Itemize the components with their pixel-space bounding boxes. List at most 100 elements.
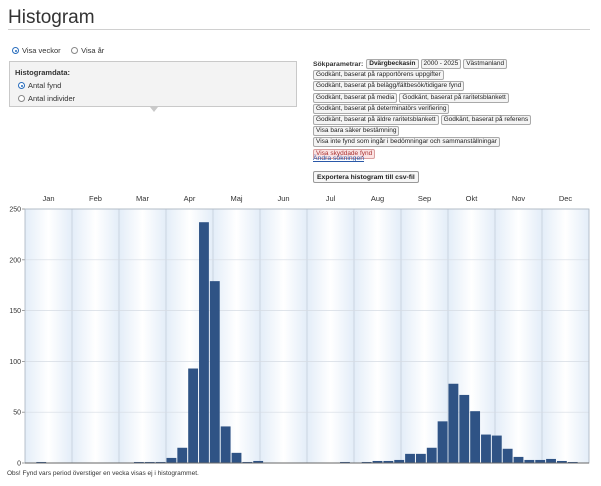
histogram-bar-week-33[interactable]: [372, 460, 383, 463]
month-label: Nov: [512, 194, 526, 203]
histogram-bar-week-48[interactable]: [535, 459, 546, 463]
radio-selected-icon[interactable]: [12, 47, 19, 54]
month-label: Jun: [277, 194, 289, 203]
histogram-bar-week-39[interactable]: [437, 421, 448, 463]
param-row: Visa bara säker bestämning: [313, 126, 593, 137]
param-tag[interactable]: Godkänt, baserat på media: [313, 92, 398, 103]
month-label: Maj: [230, 194, 242, 203]
histogram-bar-week-2[interactable]: [36, 461, 47, 463]
histogram-bar-week-13[interactable]: [155, 461, 166, 463]
radio-show-years[interactable]: Visa år: [71, 46, 104, 55]
month-label: Mar: [136, 194, 149, 203]
y-tick-label: 150: [9, 308, 21, 315]
param-row: Godkänt, baserat på äldre raritetsblanke…: [313, 114, 593, 125]
y-tick-label: 200: [9, 257, 21, 264]
radio-count-records-label: Antal fynd: [28, 81, 62, 90]
histogram-bar-week-34[interactable]: [383, 460, 394, 463]
param-tag[interactable]: Godkänt, baserat på raritetsblankett: [399, 92, 509, 103]
y-tick-label: 250: [9, 207, 21, 214]
param-row: Sökparametrar: Dvärgbeckasin 2000 - 2025…: [313, 59, 593, 69]
histogram-bar-week-51[interactable]: [567, 461, 578, 463]
histogram-chart: Jan Feb Mar Apr Maj Jun Jul Aug Sep Okt Nov Dec 0 50…: [9, 194, 590, 468]
month-band: [401, 209, 448, 463]
month-label: Apr: [184, 194, 196, 203]
histogram-bar-week-22[interactable]: [253, 460, 264, 463]
histogram-bar-week-18[interactable]: [209, 281, 220, 463]
month-band: [495, 209, 542, 463]
param-row: Godkänt, baserat på media Godkänt, baser…: [313, 92, 593, 103]
radio-show-weeks[interactable]: Visa veckor: [12, 46, 61, 55]
histogram-bar-week-19[interactable]: [220, 426, 231, 463]
histogram-bar-week-36[interactable]: [405, 453, 415, 463]
month-label: Jan: [42, 194, 54, 203]
change-search-link[interactable]: Ändra sökningen: [313, 155, 365, 162]
export-csv-button[interactable]: Exportera histogram till csv-fil: [313, 171, 419, 183]
histogram-bar-week-41[interactable]: [459, 394, 470, 463]
title-divider: [8, 29, 590, 30]
param-tag[interactable]: Godkänt, baserat på referens: [440, 114, 532, 125]
month-label: Dec: [559, 194, 573, 203]
footnote: Obs! Fynd vars period överstiger en veck…: [7, 470, 199, 477]
histogram-bar-week-50[interactable]: [556, 460, 567, 463]
y-tick-label: 0: [17, 461, 21, 468]
param-tag[interactable]: Godkänt, baserat på belägg/fältbesök/tid…: [313, 81, 465, 92]
histogram-bar-week-38[interactable]: [426, 447, 437, 463]
param-row: Godkänt, baserat på belägg/fältbesök/tid…: [313, 81, 593, 92]
param-row: Visa inte fynd som ingår i bedömningar o…: [313, 137, 593, 148]
param-tag-protected[interactable]: Visa skyddade fynd: [313, 148, 376, 159]
param-row: Godkänt, baserat på determinatörs verifi…: [313, 103, 593, 114]
radio-count-records[interactable]: Antal fynd: [18, 81, 61, 90]
panel-pointer-icon: [150, 107, 158, 112]
histogram-bar-week-35[interactable]: [394, 459, 405, 463]
page-title: Histogram: [8, 7, 95, 28]
radio-count-individuals[interactable]: Antal individer: [18, 94, 75, 103]
y-tick-label: 50: [13, 410, 21, 417]
histogram-bar-week-17[interactable]: [199, 222, 209, 463]
param-tag[interactable]: Godkänt, baserat på äldre raritetsblanke…: [313, 114, 439, 125]
histogram-data-panel: Histogramdata: Antal fynd Antal individe…: [9, 61, 297, 107]
month-band: [307, 209, 354, 463]
param-row: Godkänt, baserat på rapportörens uppgift…: [313, 70, 593, 81]
histogram-bar-week-45[interactable]: [502, 448, 513, 463]
month-label: Aug: [371, 194, 384, 203]
param-tag-region[interactable]: Västmanland: [463, 59, 508, 69]
param-row: Visa skyddade fynd: [313, 148, 593, 159]
histogram-bar-week-40[interactable]: [448, 383, 459, 463]
month-band: [542, 209, 589, 463]
histogram-bar-week-21[interactable]: [242, 461, 253, 463]
month-label: Feb: [89, 194, 102, 203]
month-label: Jul: [326, 194, 336, 203]
radio-selected-icon[interactable]: [18, 82, 25, 89]
param-tag[interactable]: Visa bara säker bestämning: [313, 126, 400, 137]
histogram-bar-week-11[interactable]: [133, 461, 144, 463]
param-tag[interactable]: Visa inte fynd som ingår i bedömningar o…: [313, 137, 500, 148]
histogram-bar-week-49[interactable]: [546, 458, 556, 463]
param-tag[interactable]: Godkänt, baserat på rapportörens uppgift…: [313, 70, 444, 81]
histogram-bar-week-43[interactable]: [481, 434, 491, 463]
histogram-bar-week-44[interactable]: [491, 435, 502, 463]
param-tag-years[interactable]: 2000 - 2025: [420, 59, 462, 69]
histogram-bar-week-14[interactable]: [166, 457, 177, 463]
histogram-bar-week-16[interactable]: [188, 368, 199, 463]
histogram-bar-week-20[interactable]: [231, 452, 242, 463]
histogram-bar-week-30[interactable]: [340, 461, 350, 463]
histogram-bar-week-32[interactable]: [361, 461, 372, 463]
param-tag-species[interactable]: Dvärgbeckasin: [366, 59, 419, 69]
month-band: [354, 209, 401, 463]
histogram-bar-week-15[interactable]: [177, 447, 188, 463]
month-band: [72, 209, 119, 463]
histogram-bar-week-37[interactable]: [415, 453, 426, 463]
radio-show-weeks-label: Visa veckor: [22, 46, 61, 55]
radio-unselected-icon[interactable]: [18, 95, 25, 102]
radio-unselected-icon[interactable]: [71, 47, 79, 54]
param-tag[interactable]: Godkänt, baserat på determinatörs verifi…: [313, 103, 450, 114]
histogram-bar-week-47[interactable]: [524, 459, 535, 463]
histogram-data-label: Histogramdata:: [15, 68, 71, 77]
month-band: [260, 209, 307, 463]
histogram-bar-week-12[interactable]: [144, 461, 155, 463]
month-label: Okt: [466, 194, 479, 203]
histogram-bar-week-42[interactable]: [470, 411, 481, 463]
month-band: [25, 209, 72, 463]
histogram-bar-week-46[interactable]: [513, 456, 524, 463]
y-tick-label: 100: [9, 359, 21, 366]
